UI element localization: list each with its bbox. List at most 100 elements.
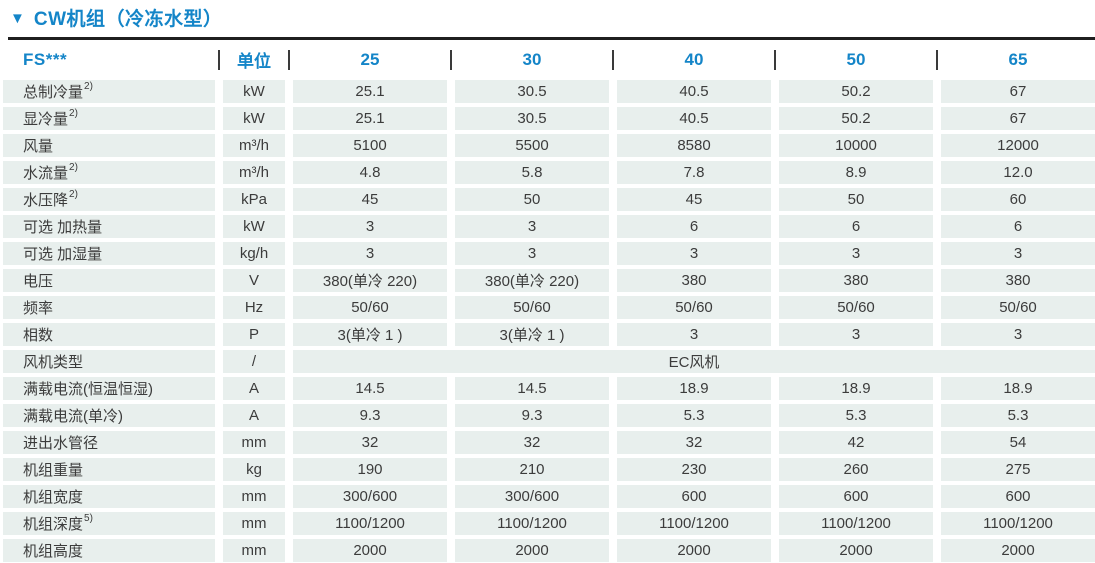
row-label-cell: 机组深度 5) [3, 512, 215, 535]
row-unit-cell: mm [223, 485, 285, 508]
row-value-cell: 3 [779, 323, 933, 346]
row-label: 进出水管径 [23, 435, 99, 452]
row-value-cell: 6 [617, 215, 771, 238]
header-model: FS*** [23, 49, 68, 69]
row-value-cell: 8580 [617, 134, 771, 157]
row-value-cell: 3 [455, 242, 609, 265]
row-value-cell: 50 [455, 188, 609, 211]
row-value-cell: 9.3 [455, 404, 609, 427]
row-value-cell: 3(单冷 1 ) [293, 323, 447, 346]
row-unit-cell: kPa [223, 188, 285, 211]
row-value-cell: 3 [617, 242, 771, 265]
row-label-cell: 水压降 2) [3, 188, 215, 211]
row-value-cell: 32 [293, 431, 447, 454]
row-unit-cell: m³/h [223, 134, 285, 157]
row-value-cell: 5500 [455, 134, 609, 157]
row-label: 机组宽度 [23, 489, 84, 506]
row-value-cell: 40.5 [617, 80, 771, 103]
table-row: 满载电流(单冷) A 9.3 9.3 5.3 5.3 5.3 [3, 404, 1095, 427]
header-col-65: 65 [941, 50, 1095, 70]
row-unit-cell: mm [223, 539, 285, 562]
row-value-cell: 380 [617, 269, 771, 292]
row-label: 风量 [23, 138, 54, 155]
table-row: 机组重量 kg 190 210 230 260 275 [3, 458, 1095, 481]
section-title: ▼ CW机组（冷冻水型） [0, 3, 1095, 32]
row-unit-cell: m³/h [223, 161, 285, 184]
header-col-40: 40 [617, 50, 771, 70]
row-label: 可选 加热量 [23, 219, 103, 236]
row-value-cell: 275 [941, 458, 1095, 481]
row-label-cell: 电压 [3, 269, 215, 292]
row-value-cell: 8.9 [779, 161, 933, 184]
row-label-cell: 机组宽度 [3, 485, 215, 508]
row-value-cell: 50/60 [293, 296, 447, 319]
section-title-text: CW机组（冷冻水型） [33, 9, 223, 30]
row-value-cell-merged: EC风机 [293, 350, 1095, 373]
table-row: 风量 m³/h 5100 5500 8580 10000 12000 [3, 134, 1095, 157]
row-label-cell: 总制冷量 2) [3, 80, 215, 103]
row-value-cell: 1100/1200 [293, 512, 447, 535]
row-value-cell: 300/600 [455, 485, 609, 508]
row-value-cell: 2000 [779, 539, 933, 562]
row-value-cell: 14.5 [455, 377, 609, 400]
row-unit-cell: kW [223, 215, 285, 238]
row-value-cell: 18.9 [941, 377, 1095, 400]
row-value-cell: 25.1 [293, 80, 447, 103]
header-unit: 单位 [223, 47, 285, 72]
row-label: 总制冷量 [23, 84, 84, 101]
row-value-cell: 50/60 [941, 296, 1095, 319]
row-value-cell: 5.3 [779, 404, 933, 427]
row-label: 可选 加湿量 [23, 246, 103, 263]
row-value-cell: 380(单冷 220) [293, 269, 447, 292]
row-value-cell: 1100/1200 [779, 512, 933, 535]
table-row: 机组高度 mm 2000 2000 2000 2000 2000 [3, 539, 1095, 562]
table-row: 进出水管径 mm 32 32 32 42 54 [3, 431, 1095, 454]
row-value-cell: 2000 [293, 539, 447, 562]
row-value-cell: 50/60 [455, 296, 609, 319]
row-value-cell: 50 [779, 188, 933, 211]
row-value-cell: 5.3 [617, 404, 771, 427]
header-col-30: 30 [455, 50, 609, 70]
table-row: 相数 P 3(单冷 1 ) 3(单冷 1 ) 3 3 3 [3, 323, 1095, 346]
row-value-cell: 3 [455, 215, 609, 238]
row-label: 水流量 [23, 165, 69, 182]
row-label-cell: 相数 [3, 323, 215, 346]
row-label-footnote: 5) [84, 512, 93, 524]
spec-table-body: 总制冷量 2) kW 25.1 30.5 40.5 50.2 67 显冷量 2) kW … [3, 80, 1095, 562]
row-value-cell: 380(单冷 220) [455, 269, 609, 292]
row-label-cell: 满载电流(单冷) [3, 404, 215, 427]
row-label-cell: 进出水管径 [3, 431, 215, 454]
row-label-cell: 风机类型 [3, 350, 215, 373]
row-label: 显冷量 [23, 111, 69, 128]
row-label-cell: 满载电流(恒温恒湿) [3, 377, 215, 400]
triangle-marker-icon: ▼ [10, 10, 25, 27]
row-unit-cell: / [223, 350, 285, 373]
row-value-cell: 600 [779, 485, 933, 508]
row-value-cell: 7.8 [617, 161, 771, 184]
row-value-cell: 67 [941, 80, 1095, 103]
row-unit-cell: mm [223, 431, 285, 454]
row-value-cell: 2000 [455, 539, 609, 562]
row-value-cell: 260 [779, 458, 933, 481]
row-label: 满载电流(单冷) [23, 408, 123, 425]
row-value-cell: 32 [455, 431, 609, 454]
table-row: 频率 Hz 50/60 50/60 50/60 50/60 50/60 [3, 296, 1095, 319]
row-value-cell: 4.8 [293, 161, 447, 184]
row-value-cell: 14.5 [293, 377, 447, 400]
row-value-cell: 50.2 [779, 80, 933, 103]
row-label-cell: 水流量 2) [3, 161, 215, 184]
table-row: 满载电流(恒温恒湿) A 14.5 14.5 18.9 18.9 18.9 [3, 377, 1095, 400]
row-value-cell: 9.3 [293, 404, 447, 427]
table-row: 水流量 2) m³/h 4.8 5.8 7.8 8.9 12.0 [3, 161, 1095, 184]
row-unit-cell: kW [223, 80, 285, 103]
table-row: 电压 V 380(单冷 220) 380(单冷 220) 380 380 380 [3, 269, 1095, 292]
row-value-cell: 67 [941, 107, 1095, 130]
row-value-cell: 3 [617, 323, 771, 346]
row-value-cell: 50/60 [779, 296, 933, 319]
row-unit-cell: A [223, 377, 285, 400]
row-label-cell: 可选 加湿量 [3, 242, 215, 265]
header-col-50: 50 [779, 50, 933, 70]
